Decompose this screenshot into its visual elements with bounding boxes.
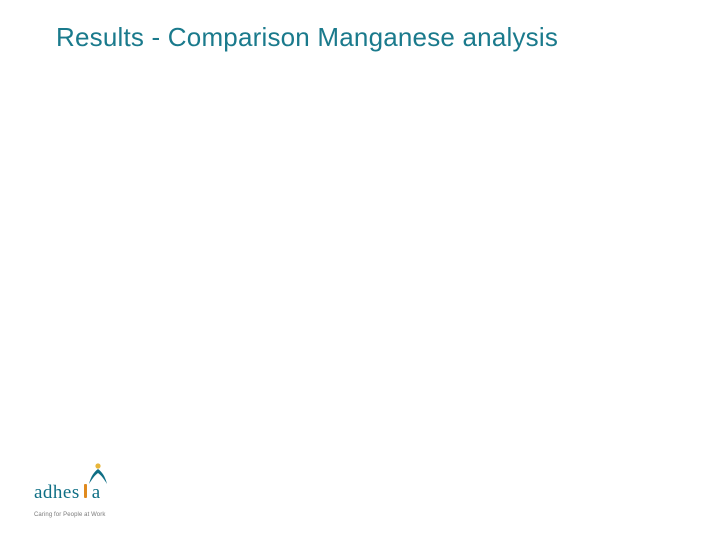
- brand-logo: adhes a Caring for People at Work: [34, 468, 124, 518]
- slide-title: Results - Comparison Manganese analysis: [56, 22, 680, 53]
- logo-wordmark: adhes a: [34, 482, 101, 504]
- logo-mark: adhes a: [34, 468, 124, 510]
- logo-wordmark-accent-i: [80, 482, 92, 504]
- logo-tagline: Caring for People at Work: [34, 512, 124, 518]
- logo-wordmark-part1: adhes: [34, 482, 80, 504]
- slide: Results - Comparison Manganese analysis …: [0, 0, 720, 540]
- logo-wordmark-part2: a: [92, 482, 101, 504]
